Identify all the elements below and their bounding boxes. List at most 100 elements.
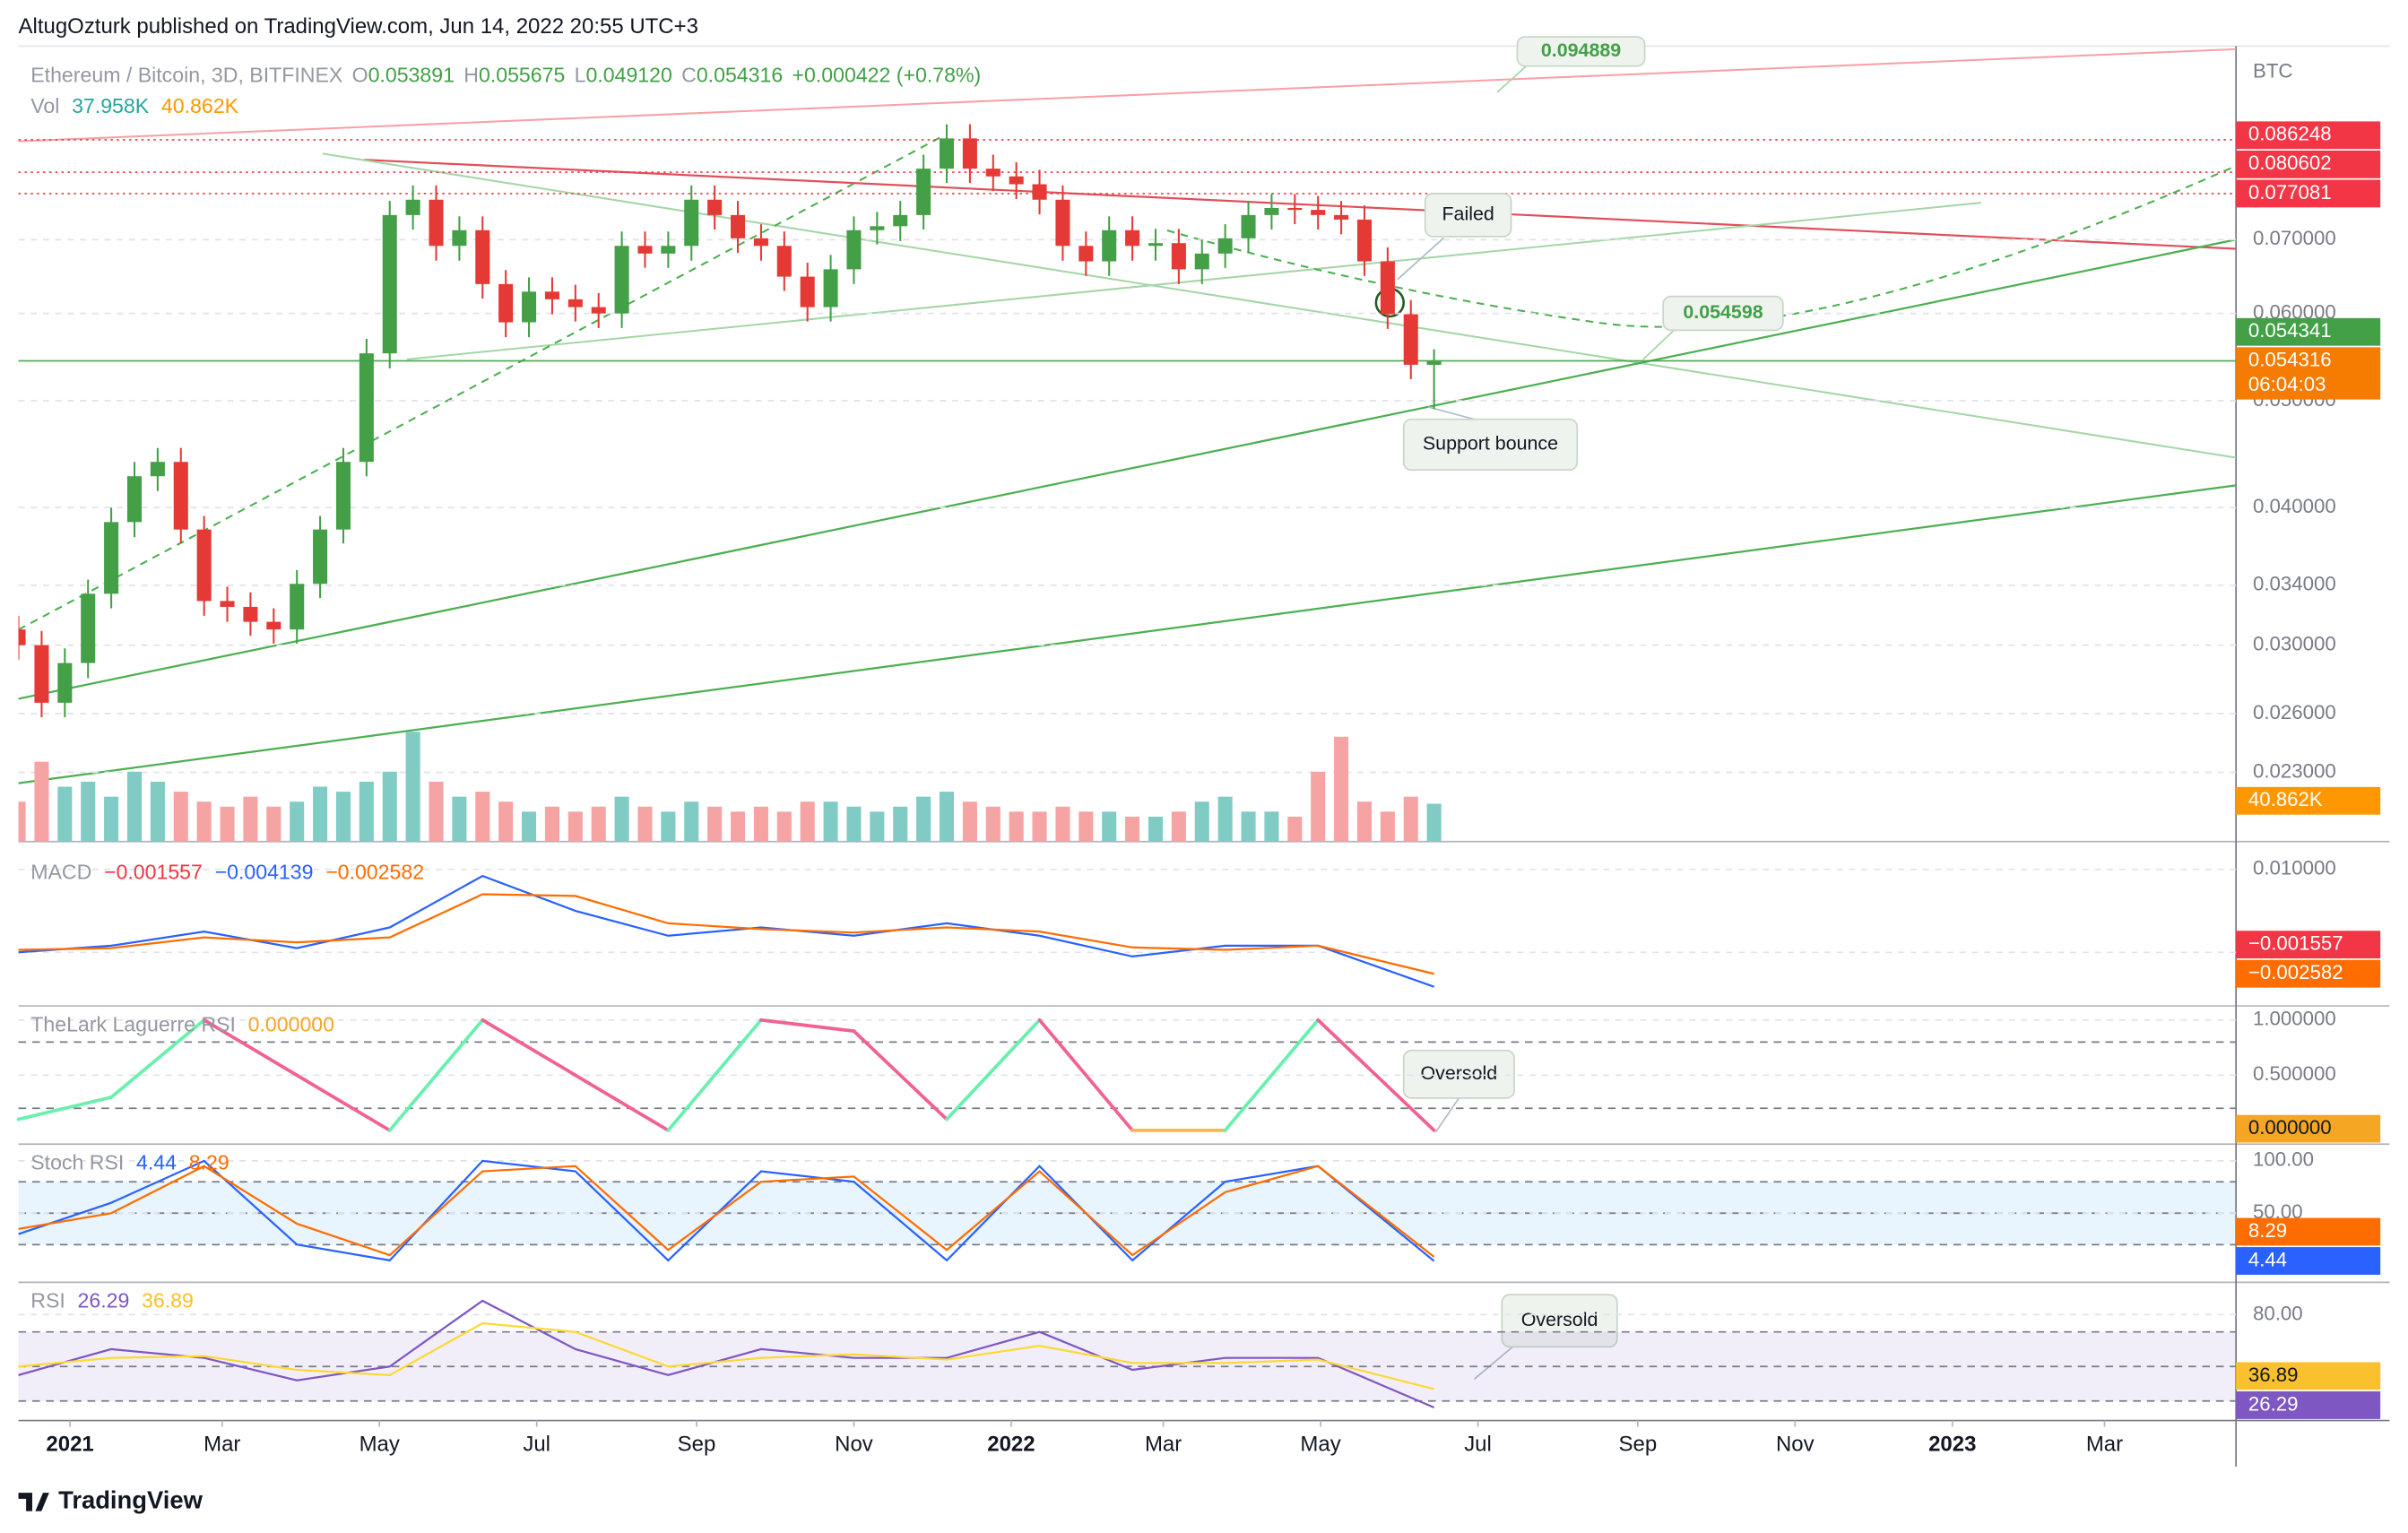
candle-body xyxy=(126,476,143,523)
indicator-line xyxy=(18,1321,1434,1390)
volume-bar xyxy=(893,806,908,842)
volume-bar xyxy=(1148,816,1164,842)
volume-bar xyxy=(173,792,188,842)
candle-body xyxy=(359,353,374,463)
candle-body xyxy=(1403,314,1418,365)
volume-bar xyxy=(57,786,73,842)
x-tick-label: Sep xyxy=(1619,1432,1658,1456)
price-badge-label: 0.086248 xyxy=(2248,123,2332,145)
candle-body xyxy=(800,276,815,307)
legend-item: O xyxy=(352,64,368,87)
candle-body xyxy=(1380,261,1395,315)
candle-body xyxy=(220,601,235,607)
candle-body xyxy=(591,307,606,314)
candle-body xyxy=(34,645,49,703)
indicator-segment xyxy=(945,1018,1042,1122)
x-tick-label: 2021 xyxy=(46,1432,93,1456)
price-badge xyxy=(2236,959,2381,988)
candle-body xyxy=(939,138,955,169)
candle-body xyxy=(637,246,653,254)
currency-label: BTC xyxy=(2253,59,2293,82)
volume-bar xyxy=(823,801,838,842)
legend: TheLark Laguerre RSI 0.000000 xyxy=(30,1012,334,1035)
legend-item: 37.958K xyxy=(72,94,150,117)
candle-body xyxy=(1009,176,1024,185)
candle-body xyxy=(57,663,73,703)
candle-body xyxy=(684,199,699,247)
candle-body xyxy=(1194,253,1209,270)
volume-bar xyxy=(18,801,26,842)
legend-item: Stoch RSI xyxy=(30,1151,124,1174)
x-tick-label: Mar xyxy=(204,1432,240,1456)
volume-bar xyxy=(150,781,165,842)
callout-label: Oversold xyxy=(1521,1309,1598,1330)
volume-bar xyxy=(1311,771,1326,842)
candle-body xyxy=(985,169,1000,177)
x-tick-label: May xyxy=(1300,1432,1340,1456)
volume-bar xyxy=(1264,811,1279,842)
volume-bar xyxy=(637,806,653,842)
candle-body xyxy=(196,529,212,602)
candle-body xyxy=(1426,360,1442,365)
volume-bar xyxy=(405,732,420,842)
candle-body xyxy=(1217,238,1233,254)
volume-bar xyxy=(846,806,862,842)
candle-body xyxy=(405,199,420,215)
candle-body xyxy=(475,230,490,284)
volume-bar xyxy=(1078,811,1094,842)
price-badge xyxy=(2236,1391,2381,1419)
volume-bar xyxy=(1217,796,1233,842)
y-tick-label: 1.000000 xyxy=(2253,1008,2336,1030)
x-tick-label: Jul xyxy=(1464,1432,1492,1456)
trendline xyxy=(363,159,2237,250)
legend: RSI 26.29 36.89 xyxy=(30,1289,194,1312)
x-tick-label: 2022 xyxy=(987,1432,1035,1456)
legend: MACD −0.001557 −0.004139 −0.002582 xyxy=(30,861,424,884)
candle-body xyxy=(1287,207,1303,211)
candle-body xyxy=(1264,207,1279,215)
callout-box xyxy=(1402,418,1579,472)
x-tick-label: Nov xyxy=(835,1432,873,1456)
candle-body xyxy=(266,621,282,630)
y-tick-label: 0.034000 xyxy=(2253,573,2336,595)
volume-bar xyxy=(1194,801,1209,842)
volume-bar xyxy=(753,806,768,842)
legend-item: 36.89 xyxy=(142,1289,194,1312)
price-badge-label: 0.080602 xyxy=(2248,152,2332,174)
volume-bar xyxy=(126,771,143,842)
candle-body xyxy=(1171,243,1186,270)
callout-label: 0.054598 xyxy=(1683,301,1763,323)
price-badge-label: 0.054341 xyxy=(2248,319,2332,342)
legend: Vol 37.958K 40.862K xyxy=(30,94,238,117)
indicator-segment xyxy=(1223,1018,1321,1132)
legend-item: −0.001557 xyxy=(104,861,203,884)
candle-body xyxy=(1334,214,1349,220)
indicator-segment xyxy=(295,1073,392,1132)
price-badge xyxy=(2236,179,2381,208)
volume-bar xyxy=(962,801,977,842)
volume-bar xyxy=(591,806,606,842)
y-tick-label: 0.070000 xyxy=(2253,227,2336,249)
candle-body xyxy=(962,138,977,169)
indicator-segment xyxy=(16,1096,113,1122)
legend-item: 0.049120 xyxy=(585,64,671,87)
volume-bar xyxy=(776,811,792,842)
legend-item: 4.44 xyxy=(136,1151,177,1174)
trendline xyxy=(18,48,2237,143)
legend-item: L xyxy=(575,64,586,87)
volume-bar xyxy=(429,781,444,842)
candle-body xyxy=(1032,184,1047,200)
candle-body xyxy=(290,584,305,630)
volume-bar xyxy=(916,796,931,842)
price-badge xyxy=(2236,786,2381,815)
x-tick-label: Jul xyxy=(523,1432,550,1456)
volume-bar xyxy=(475,792,490,842)
candle-body xyxy=(1356,219,1372,262)
candle-body xyxy=(753,238,768,247)
candle-body xyxy=(1078,246,1094,262)
candle-body xyxy=(1311,210,1326,215)
y-tick-label: 0.026000 xyxy=(2253,701,2336,723)
indicator-segment xyxy=(573,1073,671,1132)
